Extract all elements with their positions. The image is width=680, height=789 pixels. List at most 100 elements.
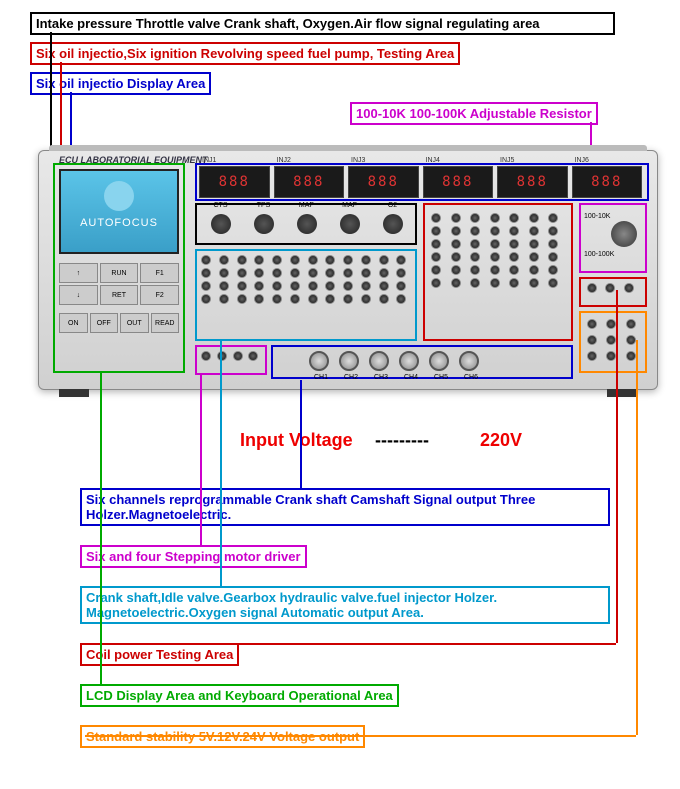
knob-map[interactable]: MAP (297, 214, 317, 234)
jack[interactable] (219, 255, 229, 265)
jack[interactable] (509, 252, 519, 262)
knob-cts[interactable]: CTS (211, 214, 231, 234)
jack[interactable] (379, 281, 389, 291)
bnc-connector[interactable]: CH1 (309, 351, 329, 371)
jack[interactable] (237, 294, 247, 304)
jack[interactable] (396, 268, 406, 278)
jack[interactable] (237, 281, 247, 291)
jack[interactable] (431, 252, 441, 262)
jack[interactable] (470, 239, 480, 249)
jack[interactable] (431, 265, 441, 275)
jack[interactable] (587, 283, 597, 293)
jack[interactable] (272, 255, 282, 265)
jack[interactable] (509, 213, 519, 223)
jack[interactable] (605, 283, 615, 293)
jack[interactable] (529, 226, 539, 236)
jack[interactable] (325, 294, 335, 304)
jack[interactable] (451, 278, 461, 288)
jack[interactable] (396, 281, 406, 291)
key-off[interactable]: OFF (90, 313, 119, 333)
jack[interactable] (509, 226, 519, 236)
key-run[interactable]: RUN (100, 263, 139, 283)
jack[interactable] (290, 268, 300, 278)
jack[interactable] (379, 255, 389, 265)
jack[interactable] (201, 281, 211, 291)
key-up[interactable]: ↑ (59, 263, 98, 283)
jack[interactable] (548, 226, 558, 236)
jack[interactable] (490, 265, 500, 275)
jack[interactable] (470, 278, 480, 288)
jack[interactable] (361, 255, 371, 265)
jack[interactable] (529, 278, 539, 288)
jack[interactable] (254, 255, 264, 265)
jack[interactable] (201, 268, 211, 278)
jack[interactable] (587, 351, 597, 361)
jack[interactable] (431, 213, 441, 223)
bnc-connector[interactable]: CH2 (339, 351, 359, 371)
jack[interactable] (509, 278, 519, 288)
knob-maf[interactable]: MAF (340, 214, 360, 234)
jack[interactable] (431, 239, 441, 249)
jack[interactable] (272, 268, 282, 278)
jack[interactable] (254, 281, 264, 291)
jack[interactable] (626, 319, 636, 329)
jack[interactable] (470, 213, 480, 223)
bnc-connector[interactable]: CH3 (369, 351, 389, 371)
key-out[interactable]: OUT (120, 313, 149, 333)
jack[interactable] (490, 252, 500, 262)
jack[interactable] (254, 294, 264, 304)
jack[interactable] (325, 255, 335, 265)
jack[interactable] (233, 351, 243, 361)
jack[interactable] (361, 294, 371, 304)
jack[interactable] (529, 265, 539, 275)
jack[interactable] (509, 239, 519, 249)
jack[interactable] (219, 294, 229, 304)
jack[interactable] (237, 268, 247, 278)
jack[interactable] (201, 255, 211, 265)
key-read[interactable]: READ (151, 313, 180, 333)
bnc-connector[interactable]: CH4 (399, 351, 419, 371)
jack[interactable] (308, 281, 318, 291)
jack[interactable] (606, 351, 616, 361)
jack[interactable] (379, 294, 389, 304)
jack[interactable] (343, 294, 353, 304)
jack[interactable] (396, 294, 406, 304)
key-ret[interactable]: RET (100, 285, 139, 305)
jack[interactable] (470, 265, 480, 275)
jack[interactable] (490, 213, 500, 223)
key-f1[interactable]: F1 (140, 263, 179, 283)
jack[interactable] (201, 351, 211, 361)
jack[interactable] (343, 268, 353, 278)
jack[interactable] (451, 239, 461, 249)
jack[interactable] (431, 278, 441, 288)
jack[interactable] (470, 226, 480, 236)
resistor-knob[interactable] (611, 221, 637, 247)
jack[interactable] (343, 255, 353, 265)
jack[interactable] (548, 265, 558, 275)
jack[interactable] (290, 255, 300, 265)
bnc-connector[interactable]: CH6 (459, 351, 479, 371)
jack[interactable] (451, 265, 461, 275)
jack[interactable] (548, 278, 558, 288)
jack[interactable] (290, 281, 300, 291)
jack[interactable] (490, 239, 500, 249)
jack[interactable] (587, 335, 597, 345)
jack[interactable] (379, 268, 389, 278)
jack[interactable] (201, 294, 211, 304)
jack[interactable] (396, 255, 406, 265)
jack[interactable] (272, 294, 282, 304)
jack[interactable] (529, 252, 539, 262)
jack[interactable] (529, 239, 539, 249)
jack[interactable] (626, 335, 636, 345)
jack[interactable] (325, 268, 335, 278)
jack[interactable] (308, 255, 318, 265)
jack[interactable] (361, 268, 371, 278)
jack[interactable] (308, 294, 318, 304)
jack[interactable] (219, 268, 229, 278)
jack[interactable] (548, 252, 558, 262)
jack[interactable] (490, 226, 500, 236)
knob-o2[interactable]: O2 (383, 214, 403, 234)
jack[interactable] (272, 281, 282, 291)
jack[interactable] (451, 252, 461, 262)
jack[interactable] (290, 294, 300, 304)
